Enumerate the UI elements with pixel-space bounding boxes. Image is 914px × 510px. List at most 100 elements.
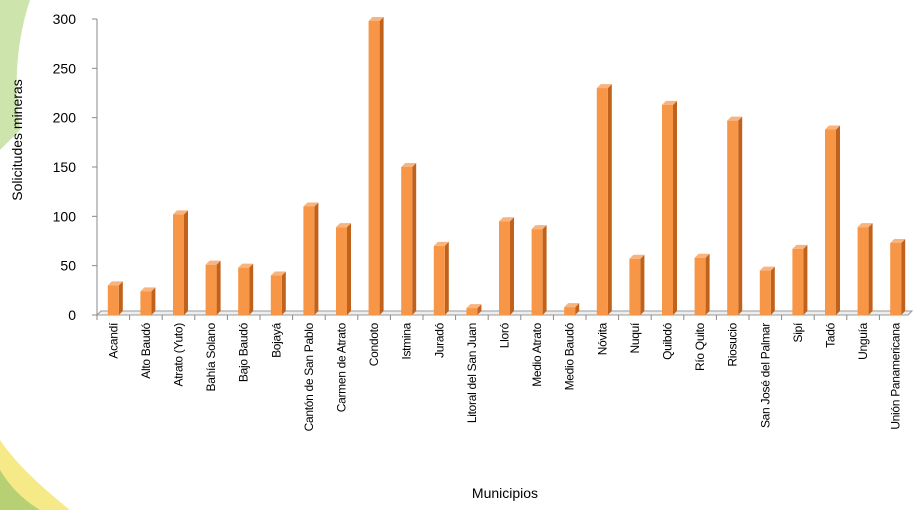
bar <box>662 104 673 315</box>
y-tick-label: 300 <box>53 11 77 27</box>
bar <box>303 206 315 315</box>
bar <box>401 167 413 315</box>
bar-side <box>151 287 156 315</box>
x-tick-label: Unguía <box>856 322 870 360</box>
bar-side <box>705 253 710 315</box>
bar-side <box>738 116 743 315</box>
bar-side <box>901 238 906 315</box>
x-tick-label: Medio Baudó <box>563 322 577 390</box>
bar <box>890 242 902 315</box>
bar-top <box>759 266 775 271</box>
y-tick-label: 250 <box>53 60 77 76</box>
x-tick-label: Medio Atrato <box>530 322 544 386</box>
bar-top <box>270 271 286 276</box>
bar-side <box>184 210 188 315</box>
bar <box>531 229 543 315</box>
bar-top <box>857 223 873 228</box>
y-tick-label: 100 <box>53 208 77 224</box>
bar-side <box>281 271 286 315</box>
bar-top <box>433 241 449 246</box>
x-tick-label: Bajo Baudó <box>237 322 251 382</box>
bar-side <box>444 241 449 315</box>
bar-top <box>336 223 351 228</box>
y-tick-label: 200 <box>53 110 77 126</box>
bar-side <box>314 202 319 315</box>
bar-top <box>107 281 123 286</box>
y-tick-label: 0 <box>68 307 76 323</box>
x-axis-title: Municipios <box>472 485 538 501</box>
bar <box>727 120 739 315</box>
bar-side <box>216 260 221 315</box>
x-tick-label: Sipí <box>791 322 805 342</box>
bar <box>825 129 836 315</box>
bar-top <box>205 260 221 265</box>
x-tick-label: Nóvita <box>595 322 609 355</box>
x-tick-label: Alto Baudó <box>139 322 153 378</box>
x-tick-label: Bahía Solano <box>204 322 218 391</box>
bar-side <box>770 266 775 315</box>
bar-side <box>803 244 808 315</box>
bar-top <box>792 244 808 249</box>
bar-side <box>640 254 645 315</box>
bar <box>792 248 804 315</box>
bar-top <box>238 263 254 268</box>
bar-side <box>118 281 123 315</box>
bar <box>238 267 250 315</box>
bar-top <box>401 163 417 167</box>
bar <box>857 227 869 315</box>
y-tick-label: 150 <box>53 159 77 175</box>
bar-side <box>575 303 580 315</box>
bar <box>270 275 282 315</box>
bar <box>694 257 706 315</box>
decoration <box>0 0 30 150</box>
y-tick-label: 50 <box>60 258 76 274</box>
decoration <box>0 470 40 510</box>
bar <box>173 214 184 315</box>
x-tick-label: Bojayá <box>269 322 283 358</box>
x-tick-label: Lloró <box>498 322 512 348</box>
x-tick-label: Quibdó <box>661 322 675 360</box>
bar-top <box>629 254 645 259</box>
x-tick-label: Condoto <box>367 322 381 366</box>
bar-side <box>607 84 612 315</box>
bar <box>107 285 119 315</box>
bar-side <box>836 125 840 315</box>
bar-top <box>368 16 384 21</box>
bar <box>629 258 641 315</box>
x-tick-label: Acandí <box>106 322 120 359</box>
bar <box>499 221 510 315</box>
bar-side <box>868 223 873 315</box>
x-tick-label: Atrato (Yuto) <box>172 323 186 387</box>
bar-top <box>825 125 840 130</box>
bar-top <box>499 217 514 222</box>
bar <box>759 270 771 315</box>
bar <box>336 227 347 315</box>
bar <box>466 308 478 315</box>
bar-top <box>694 253 710 258</box>
x-tick-label: Litoral del San Juan <box>465 323 479 423</box>
bar-side <box>379 16 384 316</box>
bar-side <box>673 100 677 315</box>
bar-top <box>303 202 319 207</box>
bar <box>368 20 380 316</box>
x-tick-label: Tadó <box>824 322 838 347</box>
bar <box>596 88 608 315</box>
x-tick-label: Juradó <box>432 322 446 358</box>
bar-top <box>140 287 156 292</box>
bar-top <box>596 84 612 89</box>
bar <box>433 245 445 315</box>
bar-side <box>412 163 417 315</box>
bar <box>205 264 217 315</box>
x-tick-label: Riosucio <box>726 322 740 366</box>
bar-top <box>564 303 580 308</box>
bar-top <box>466 304 482 309</box>
x-tick-label: Río Quito <box>693 322 707 371</box>
x-tick-label: Cantón de San Pablo <box>302 322 316 431</box>
x-tick-label: Istmina <box>400 322 414 359</box>
bar-side <box>542 225 547 315</box>
x-tick-label: Carmen de Atrato <box>335 322 349 412</box>
x-tick-label: San José del Palmar <box>758 323 772 428</box>
bar-side <box>510 217 514 315</box>
